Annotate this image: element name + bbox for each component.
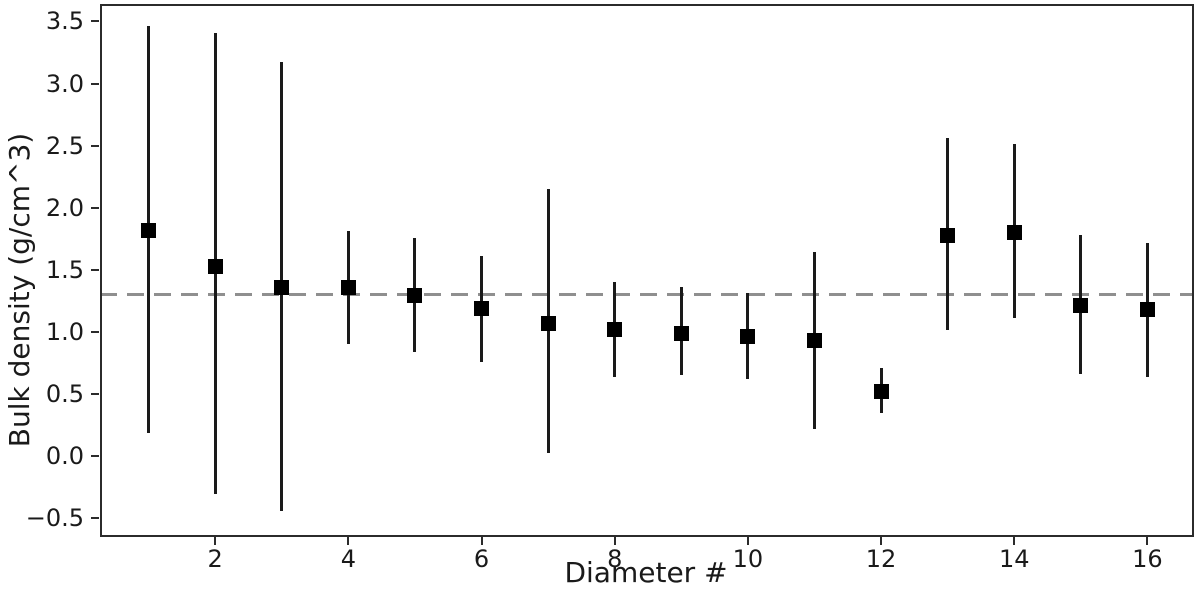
- data-point-marker: [207, 258, 223, 274]
- x-tick-label: 16: [1132, 545, 1163, 573]
- y-tick-label: 2.5: [45, 131, 84, 160]
- y-tick-label: 0.0: [45, 442, 84, 471]
- data-point-marker: [740, 329, 756, 345]
- data-point-marker: [540, 315, 556, 331]
- data-point-marker: [340, 279, 356, 295]
- x-tick-label: 12: [865, 545, 897, 573]
- data-point-marker: [1006, 225, 1022, 241]
- data-point-marker: [607, 322, 623, 337]
- y-tick-mark: [91, 517, 99, 520]
- y-tick-label: 1.0: [45, 318, 84, 346]
- plot-frame: [100, 4, 1194, 537]
- data-point-marker: [274, 279, 290, 295]
- x-tick-label: 4: [340, 545, 356, 573]
- y-tick-mark: [91, 455, 99, 458]
- y-tick-label: 3.0: [45, 69, 84, 98]
- y-tick-mark: [91, 20, 99, 23]
- x-tick-mark: [1146, 537, 1149, 545]
- data-point-marker: [873, 384, 889, 400]
- data-point-marker: [940, 227, 956, 243]
- x-tick-mark: [480, 537, 483, 545]
- x-tick-label: 6: [473, 545, 490, 573]
- y-tick-label: 0.5: [45, 380, 84, 409]
- x-tick-label: 14: [998, 545, 1030, 573]
- y-tick-mark: [91, 331, 99, 333]
- x-tick-mark: [613, 537, 616, 545]
- data-point-marker: [806, 333, 822, 349]
- x-tick-label: 2: [207, 545, 223, 573]
- x-tick-mark: [880, 537, 883, 545]
- reference-line: [100, 293, 1194, 297]
- x-tick-mark: [214, 537, 217, 545]
- data-point-marker: [474, 300, 490, 316]
- data-point-marker: [1073, 298, 1089, 314]
- y-tick-mark: [91, 268, 99, 271]
- y-tick-mark: [91, 144, 99, 147]
- x-tick-mark: [1013, 537, 1016, 545]
- x-axis-label: Diameter #: [564, 556, 728, 589]
- y-tick-mark: [91, 82, 99, 85]
- y-tick-mark: [91, 393, 99, 396]
- x-tick-label: 10: [732, 545, 764, 573]
- data-point-marker: [1139, 302, 1155, 318]
- y-tick-label: 1.5: [45, 255, 84, 284]
- plot-area: 2 4 6 8 10 12 14 16 3.5 3.0 2.5 2.0 1.5 1.0 0.5 0.0 −0.5: [26, 4, 1194, 571]
- y-tick-label: 2.0: [45, 193, 84, 222]
- data-point-marker: [141, 222, 157, 238]
- x-tick-label: 8: [607, 545, 623, 573]
- y-tick-label: −0.5: [25, 504, 84, 533]
- x-tick-mark: [347, 537, 350, 545]
- y-tick-mark: [91, 206, 99, 209]
- x-tick-mark: [746, 537, 749, 545]
- y-tick-label: 3.5: [45, 7, 84, 36]
- data-point-marker: [673, 325, 689, 341]
- data-point-marker: [407, 288, 423, 304]
